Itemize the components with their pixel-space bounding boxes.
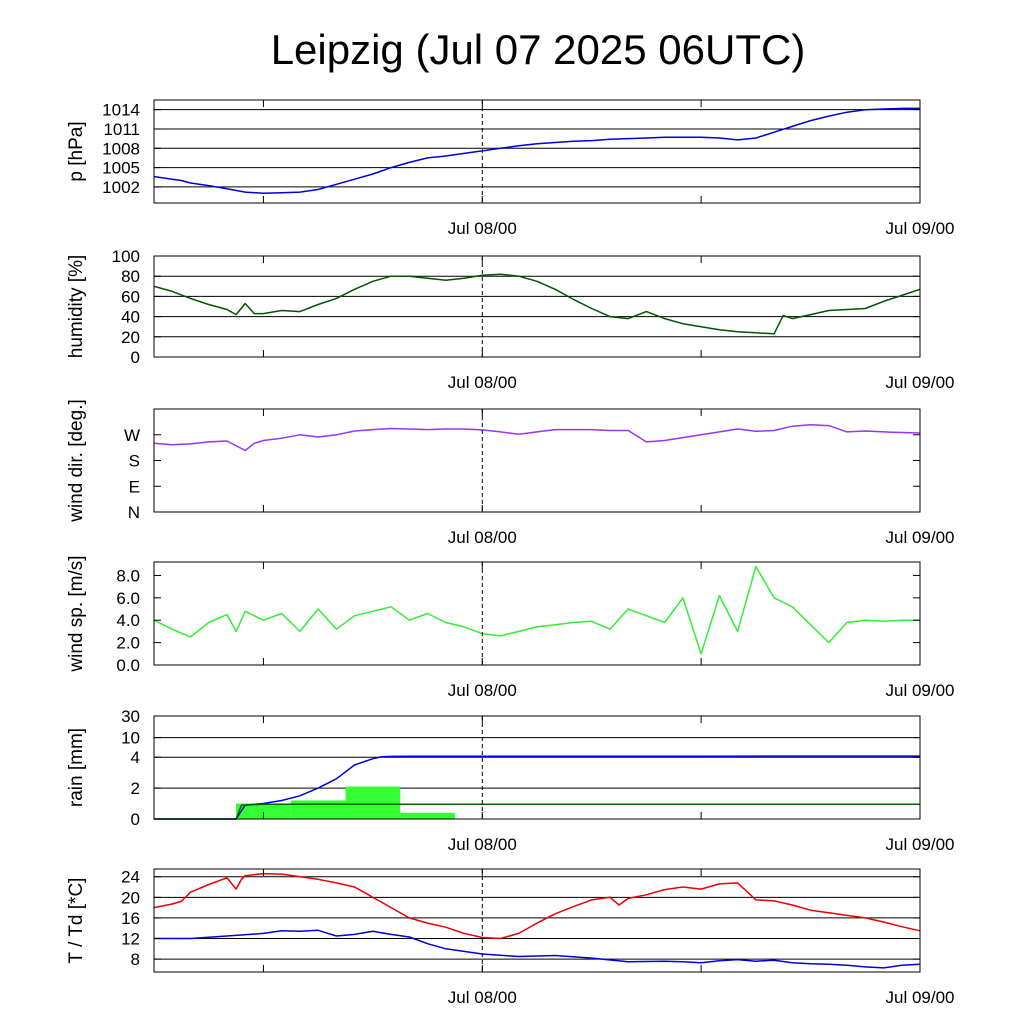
y-tick-label: 30 — [121, 707, 140, 726]
panel-rain: 0 2 410 30 Jul 08/00 Jul 09/00 rain [mm] — [66, 707, 955, 854]
series-line-rain-2 — [154, 803, 920, 820]
plot-frame — [153, 868, 921, 973]
x-tick-label: Jul 09/00 — [886, 373, 955, 392]
y-axis-label: T / Td [*C] — [66, 878, 87, 964]
x-tick-label: Jul 09/00 — [886, 681, 955, 700]
x-tick-label: Jul 08/00 — [448, 988, 517, 1007]
plot-frame — [153, 561, 921, 666]
y-axis-label: wind dir. [deg.] — [66, 399, 87, 523]
page-title: Leipzig (Jul 07 2025 06UTC) — [270, 26, 806, 73]
y-axis-label: wind sp. [m/s] — [66, 555, 87, 672]
plot-frame — [153, 715, 921, 820]
x-tick-label: Jul 09/00 — [886, 988, 955, 1007]
x-tick-label: Jul 08/00 — [448, 681, 517, 700]
y-tick-label: W — [124, 426, 140, 445]
y-tick-label: S — [129, 452, 140, 471]
y-tick-label: E — [129, 477, 140, 496]
series-line-temperature-1 — [153, 872, 921, 940]
x-tick-label: Jul 08/00 — [448, 835, 517, 854]
y-tick-label: 12 — [121, 930, 140, 949]
y-axis-label: humidity [%] — [66, 255, 87, 358]
rain-bar — [345, 786, 401, 819]
plot-frame — [153, 255, 921, 358]
y-tick-label: 2.0 — [116, 634, 140, 653]
y-tick-label: 4.0 — [116, 611, 140, 630]
y-tick-label: 10 — [121, 729, 140, 748]
y-tick-label: 4 — [131, 748, 140, 767]
series-line-wind-speed-1 — [153, 565, 920, 655]
y-tick-label: 40 — [121, 308, 140, 327]
y-tick-label: 20 — [121, 328, 140, 347]
y-tick-label: 1002 — [102, 178, 140, 197]
y-tick-label: 60 — [121, 287, 140, 306]
series-line-wind-direction-1 — [153, 423, 921, 452]
x-tick-label: Jul 08/00 — [448, 219, 517, 238]
y-tick-label: 0 — [131, 348, 140, 367]
series-line-humidity-1 — [153, 273, 921, 335]
rain-bar — [290, 800, 346, 819]
series-line-temperature-2 — [154, 929, 921, 969]
y-tick-label: 16 — [121, 909, 140, 928]
y-tick-label: 1014 — [102, 101, 140, 120]
rain-bar — [400, 812, 455, 819]
y-tick-label: N — [128, 503, 140, 522]
series-line-pressure-1 — [153, 107, 920, 195]
plot-frame — [153, 99, 921, 204]
panel-wind-speed: 0.0 2.0 4.0 6.0 8.0 Jul 08/00 Jul 09/00 wind sp… — [66, 555, 955, 700]
y-tick-label: 1011 — [103, 120, 140, 139]
y-tick-label: 6.0 — [116, 589, 140, 608]
y-tick-label: 1008 — [102, 139, 140, 158]
x-tick-label: Jul 09/00 — [886, 835, 955, 854]
rain-bar — [236, 803, 291, 819]
y-tick-label: 24 — [121, 868, 140, 887]
y-axis-label: rain [mm] — [66, 728, 87, 807]
y-axis-label: p [hPa] — [66, 121, 87, 181]
y-tick-label: 8 — [131, 950, 140, 969]
y-tick-label: 0 — [131, 810, 140, 829]
y-tick-label: 1005 — [102, 159, 140, 178]
x-tick-label: Jul 08/00 — [448, 373, 517, 392]
y-tick-label: 8.0 — [116, 566, 140, 585]
x-tick-label: Jul 08/00 — [448, 528, 517, 547]
y-tick-label: 20 — [121, 888, 140, 907]
y-tick-label: 2 — [131, 779, 140, 798]
y-tick-label: 0.0 — [116, 656, 140, 675]
y-tick-label: 100 — [112, 247, 140, 266]
x-tick-label: Jul 09/00 — [886, 219, 955, 238]
x-tick-label: Jul 09/00 — [886, 528, 955, 547]
y-tick-label: 80 — [121, 267, 140, 286]
